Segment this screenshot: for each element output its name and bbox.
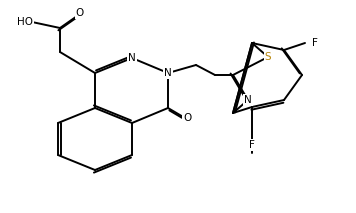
Text: F: F: [312, 38, 318, 48]
Text: O: O: [76, 8, 84, 18]
Text: S: S: [265, 52, 271, 62]
Text: N: N: [244, 95, 252, 105]
Text: O: O: [183, 113, 191, 123]
Text: HO: HO: [17, 17, 33, 27]
Text: N: N: [164, 68, 172, 78]
Text: F: F: [249, 140, 255, 150]
Text: N: N: [128, 53, 136, 63]
